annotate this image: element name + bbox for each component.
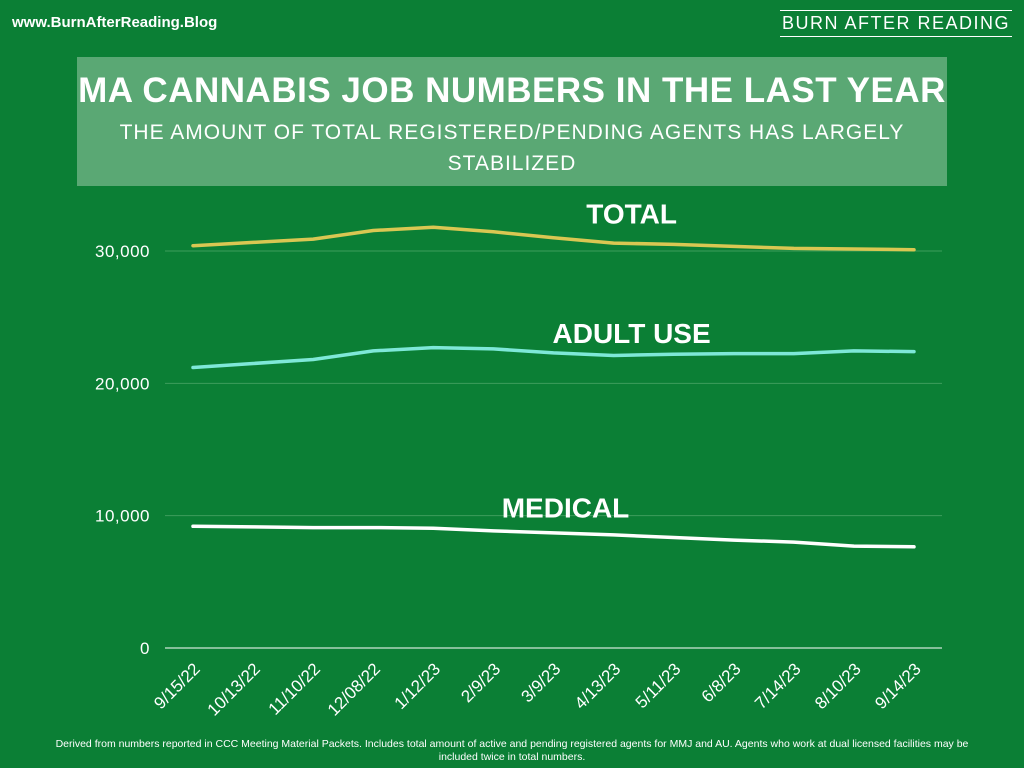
x-tick-label: 11/10/22	[265, 659, 324, 718]
series-label: MEDICAL	[502, 492, 630, 523]
series-label: ADULT USE	[553, 318, 711, 349]
x-tick-label: 7/14/23	[751, 659, 805, 713]
chart-title: MA CANNABIS JOB NUMBERS IN THE LAST YEAR	[78, 71, 946, 110]
site-url[interactable]: www.BurnAfterReading.Blog	[12, 14, 218, 31]
x-tick-label: 6/8/23	[698, 659, 745, 706]
x-tick-label: 5/11/23	[632, 659, 685, 712]
y-tick-label: 30,000	[95, 242, 150, 261]
series-line-adult-use	[191, 345, 916, 370]
series-label: TOTAL	[586, 198, 677, 229]
line-chart: 0 10,000 20,000 30,000 9/15/22 10/13/22 11/10/…	[95, 198, 942, 720]
x-tick-label: 12/08/22	[324, 659, 384, 719]
x-tick-label: 3/9/23	[517, 659, 564, 706]
y-tick-label: 10,000	[95, 507, 150, 526]
series-line-medical	[191, 524, 916, 549]
footnote: Derived from numbers reported in CCC Mee…	[55, 738, 969, 763]
brand-logo: BURN AFTER READING	[779, 10, 1012, 37]
chart-subtitle: THE AMOUNT OF TOTAL REGISTERED/PENDING A…	[119, 121, 905, 175]
x-tick-label: 2/9/23	[457, 659, 504, 706]
x-tick-label: 4/13/23	[571, 659, 625, 713]
x-tick-label: 8/10/23	[811, 659, 865, 713]
x-tick-label: 9/15/22	[150, 659, 204, 713]
title-banner: MA CANNABIS JOB NUMBERS IN THE LAST YEAR…	[77, 57, 947, 186]
x-tick-label: 10/13/22	[204, 659, 264, 719]
series-line-total	[191, 225, 916, 252]
y-tick-label: 20,000	[95, 374, 150, 393]
y-tick-label: 0	[140, 639, 150, 658]
x-tick-label: 1/12/23	[391, 659, 445, 713]
x-tick-label: 9/14/23	[871, 659, 925, 713]
